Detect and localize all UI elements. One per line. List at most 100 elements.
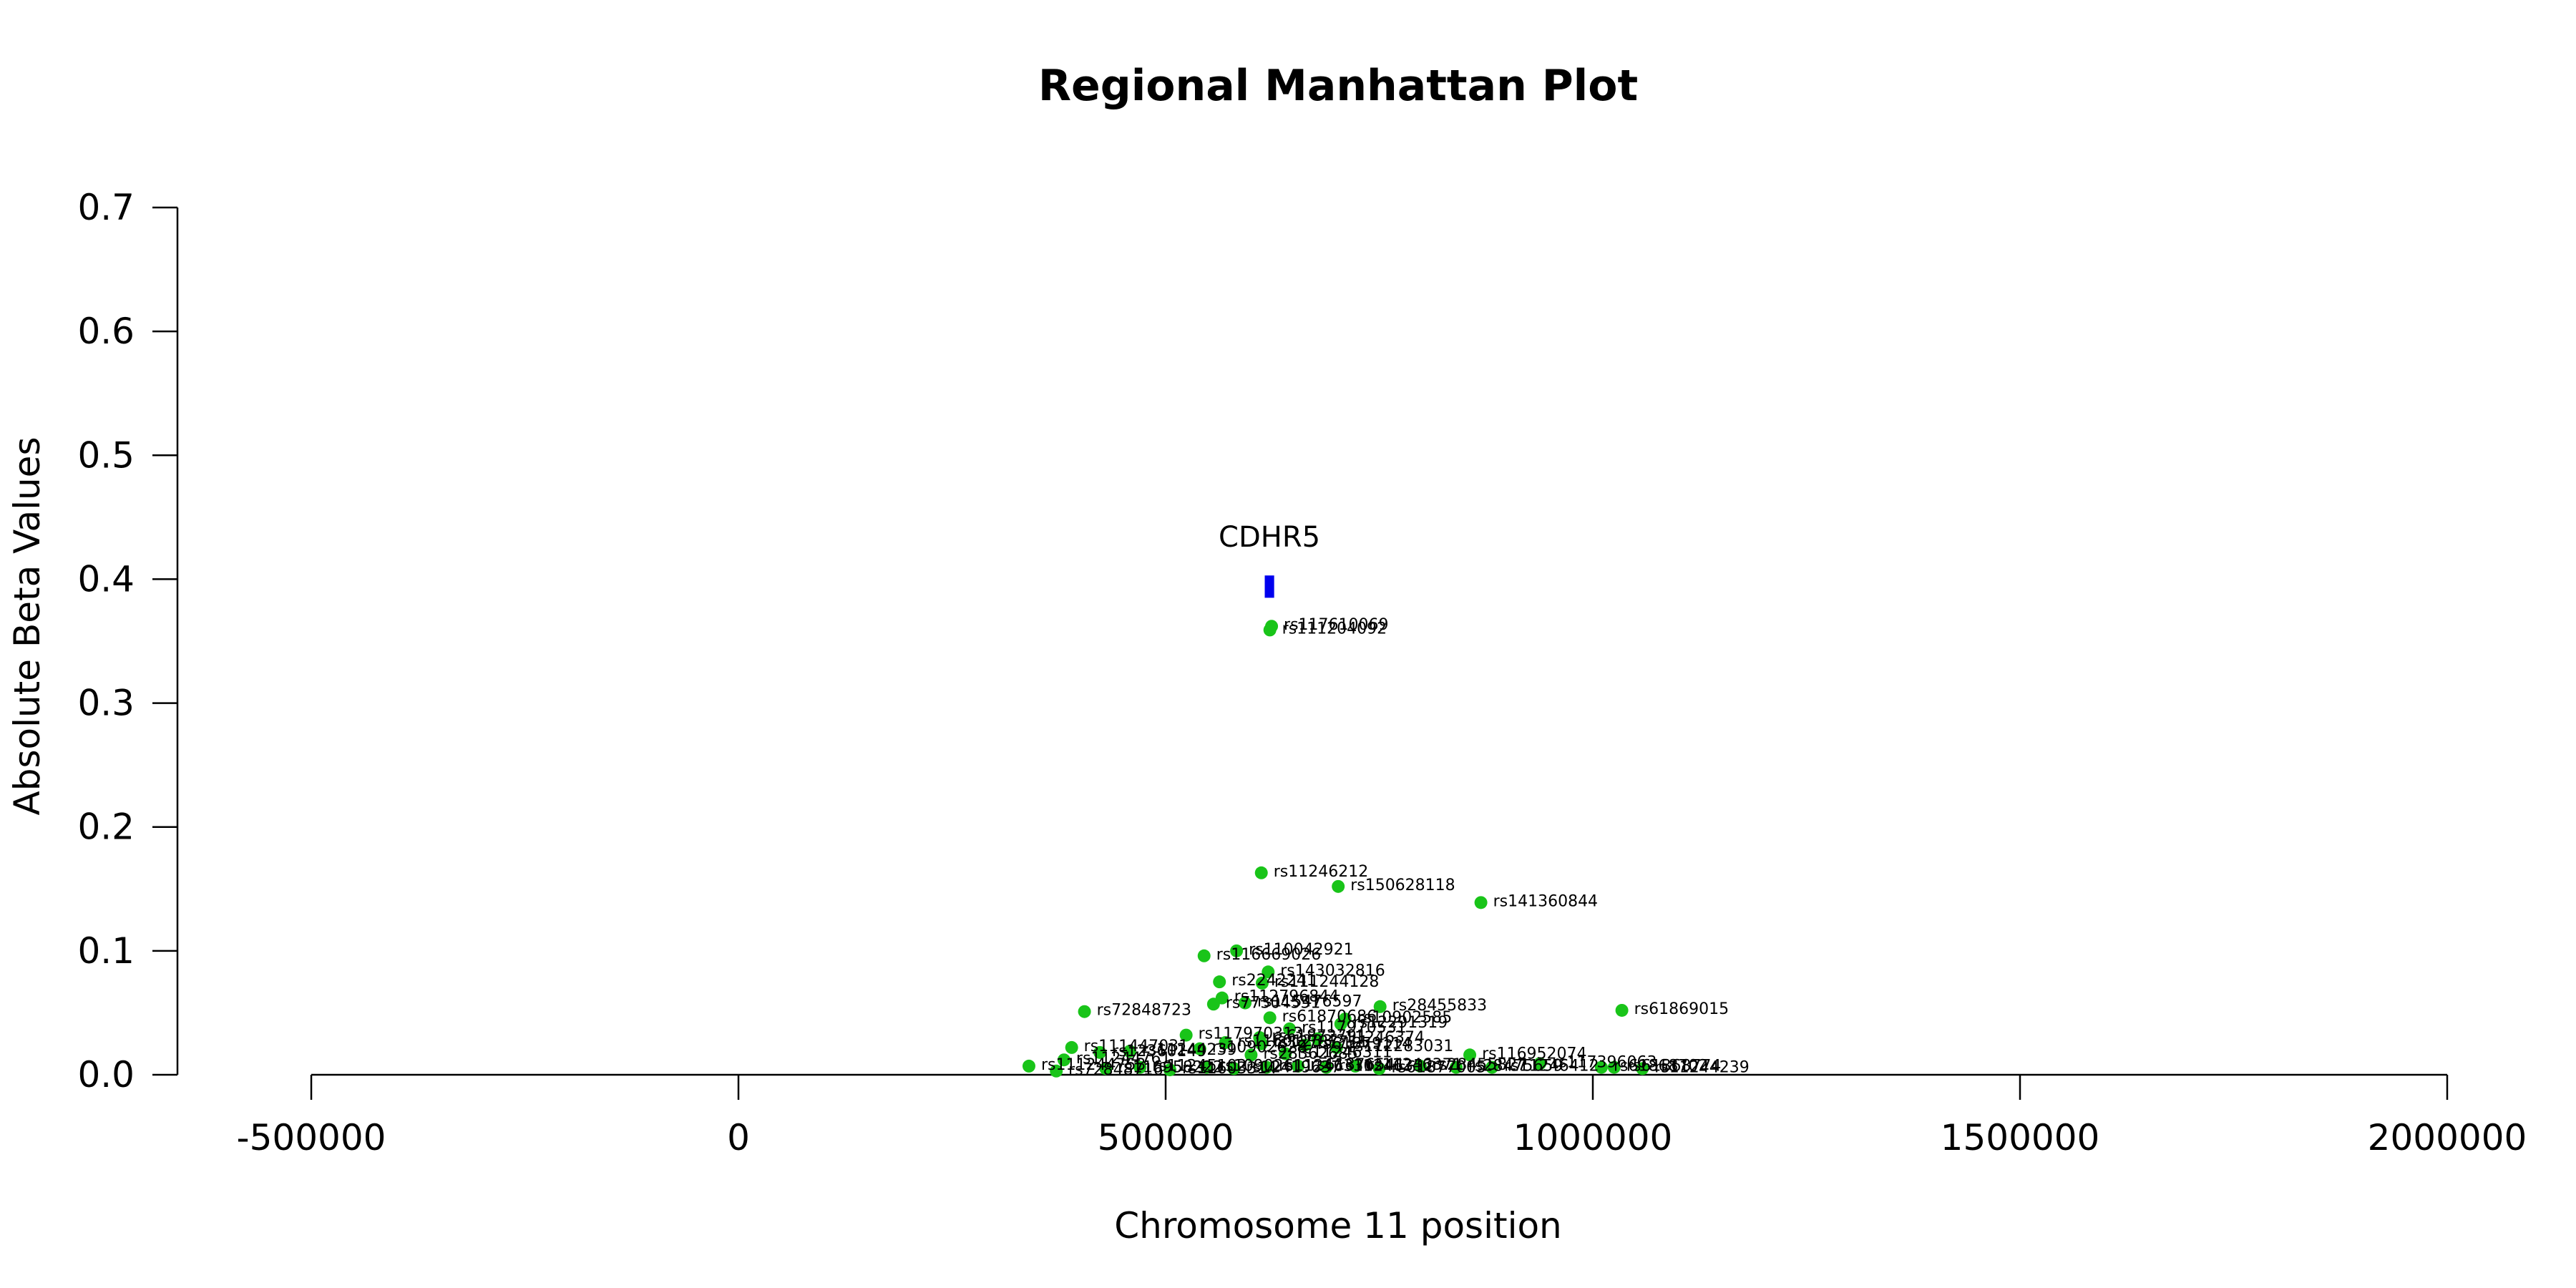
snp-label: rs150628118	[1350, 877, 1455, 894]
snp-point	[1239, 996, 1252, 1010]
chart-title: Regional Manhattan Plot	[1038, 61, 1638, 111]
snp-label: rs116669026	[1216, 946, 1321, 964]
snp-point	[1163, 1063, 1176, 1077]
snp-point	[1533, 1057, 1546, 1070]
snp-point	[1255, 976, 1269, 990]
snp-label: rs72848723	[1097, 1002, 1191, 1020]
snp-label: rs11246352	[1338, 1058, 1433, 1075]
snp-label: rs61868702	[1614, 1058, 1708, 1075]
snp-label: rs12291319	[1353, 1014, 1448, 1032]
snp-label: rs112796844	[1234, 988, 1339, 1006]
snp-point	[1254, 1037, 1268, 1050]
snp-label: rs11246330	[1279, 1058, 1373, 1075]
snp-point	[1230, 944, 1244, 957]
y-axis-title: Absolute Beta Values	[6, 437, 48, 816]
y-tick-label: 0.5	[77, 434, 135, 476]
x-axis-title: Chromosome 11 position	[1114, 1205, 1562, 1246]
snp-point	[1065, 1040, 1078, 1054]
snp-point	[1319, 1060, 1333, 1074]
snp-label: rs111204092	[1282, 620, 1387, 638]
snp-label: rs116952074	[1482, 1045, 1586, 1063]
snp-label: rs11244239	[1654, 1058, 1749, 1076]
snp-label: rs12419637	[1246, 1058, 1341, 1076]
snp-label: rs141360844	[1493, 892, 1598, 910]
y-tick-label: 0.2	[77, 806, 135, 848]
snp-point	[1200, 1060, 1214, 1074]
snp-label: rs72848716	[1068, 1061, 1163, 1079]
gene-layer: CDHR5	[1219, 521, 1320, 598]
snp-label: rs11246212	[1274, 863, 1368, 881]
snp-point	[1263, 1011, 1277, 1025]
snp-point	[1254, 866, 1268, 879]
y-tick-label: 0.6	[77, 311, 135, 352]
snp-label: rs11246412	[1504, 1058, 1599, 1075]
snp-label: rs61870686	[1282, 1008, 1377, 1025]
snp-point	[1193, 1042, 1206, 1055]
snp-label: rs10902611	[1219, 1058, 1313, 1075]
x-tick-label: 2000000	[2368, 1117, 2527, 1158]
y-tick-label: 0.0	[77, 1054, 135, 1096]
snp-label: rs111244753	[1041, 1056, 1146, 1074]
snp-point	[1206, 997, 1220, 1011]
snp-point	[1219, 1035, 1232, 1049]
snp-point	[1093, 1045, 1107, 1059]
snp-point	[1279, 1047, 1292, 1060]
snp-label: rs28455827	[1433, 1056, 1527, 1074]
snp-label: rs12360149	[1112, 1043, 1206, 1060]
snp-point	[1022, 1059, 1035, 1073]
snp-label: rs11601233	[1238, 1033, 1332, 1050]
snp-point	[1197, 949, 1211, 962]
snp-label: rs61877005	[1392, 1058, 1486, 1076]
snp-point	[1474, 896, 1488, 909]
snp-label: rs111447031	[1084, 1038, 1189, 1055]
x-tick-label: 0	[727, 1117, 750, 1158]
snp-label: rs117610069	[1284, 616, 1388, 634]
snp-label: rs11246374	[1330, 1029, 1425, 1047]
snp-label: rs110042921	[1249, 941, 1353, 959]
snp-point	[1057, 1053, 1070, 1067]
snp-label: rs61879114	[1317, 1035, 1412, 1053]
snp-point	[1263, 623, 1277, 637]
snp-point	[1607, 1060, 1621, 1074]
snp-label: rs116958222	[1118, 1058, 1222, 1076]
snp-label: rs111244128	[1274, 973, 1379, 991]
snp-label: rs117970531	[1302, 1019, 1406, 1037]
snp-point	[1332, 879, 1345, 893]
snp-point	[1485, 1060, 1499, 1074]
snp-point	[1463, 1048, 1477, 1062]
snp-point	[1292, 1059, 1305, 1073]
snp-label: rs77304551	[1226, 994, 1320, 1012]
snp-point	[1262, 965, 1275, 979]
snp-point	[1259, 1060, 1273, 1074]
snp-point	[1330, 1040, 1343, 1054]
snp-label: rs117396063	[1552, 1053, 1657, 1071]
snp-label: rs61869015	[1634, 1000, 1729, 1018]
snp-label: rs11244239	[1142, 1041, 1236, 1059]
snp-point	[1298, 1038, 1312, 1052]
y-tick-label: 0.3	[77, 683, 135, 724]
snp-point	[1244, 1048, 1258, 1062]
snp-point	[1373, 1000, 1387, 1013]
x-axis: -500000 0 500000 1000000 1500000 2000000	[237, 1073, 2527, 1158]
x-tick-label: -500000	[237, 1117, 386, 1158]
y-axis: 0.0 0.1 0.2 0.3 0.4 0.5 0.6 0.7	[77, 187, 179, 1096]
y-tick-label: 0.1	[77, 930, 135, 972]
snp-point	[1334, 1018, 1347, 1031]
snp-label: rs10902585	[1357, 1009, 1452, 1027]
snp-label: rs112283031	[1349, 1038, 1453, 1055]
snp-point	[1050, 1064, 1063, 1078]
snp-point	[1179, 1028, 1193, 1042]
snp-label: rs115476597	[1257, 993, 1362, 1011]
snp-label: rs28475659	[1468, 1058, 1563, 1075]
snp-label: rs61876541	[1310, 1056, 1405, 1074]
snp-label: rs11244761	[1076, 1050, 1171, 1068]
y-tick-label: 0.7	[77, 187, 135, 228]
snp-label: rs11603314	[1182, 1060, 1277, 1078]
snp-point	[1413, 1059, 1427, 1073]
snp-point	[1372, 1062, 1386, 1075]
gene-label: CDHR5	[1219, 521, 1320, 554]
x-tick-label: 500000	[1098, 1117, 1234, 1158]
snp-point	[1227, 1062, 1241, 1075]
